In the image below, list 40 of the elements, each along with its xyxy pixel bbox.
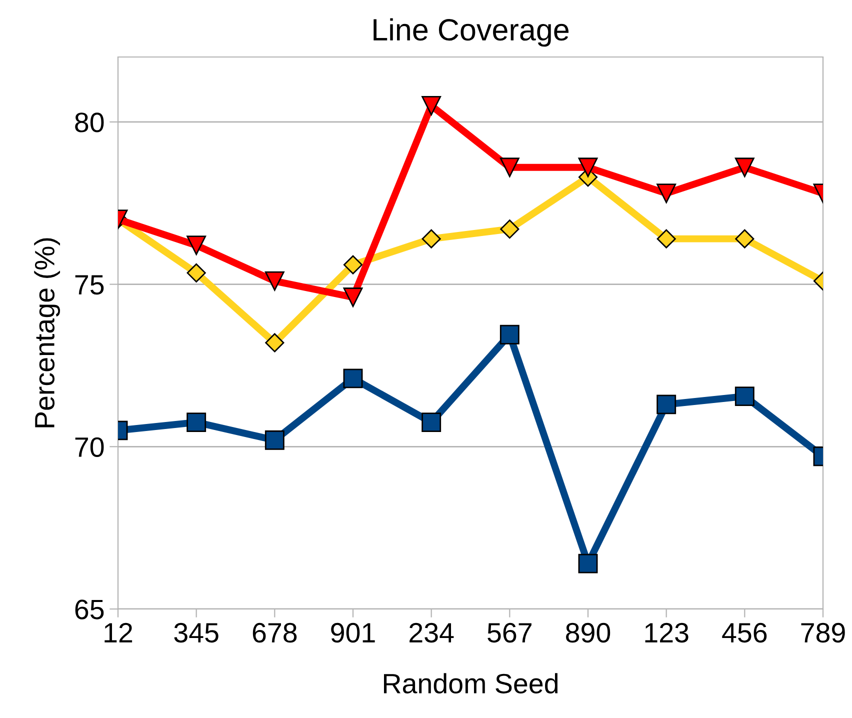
point	[422, 96, 442, 116]
x-tick-label: 456	[722, 622, 767, 643]
point	[578, 158, 598, 178]
y-tick-label: 80	[75, 112, 104, 132]
point	[656, 229, 676, 248]
x-tick-label: 901	[331, 622, 375, 643]
point	[656, 394, 676, 414]
point	[343, 368, 363, 388]
point	[500, 220, 520, 239]
point	[343, 255, 363, 274]
y-axis-title: Percentage (%)	[34, 238, 60, 428]
y-tick-label: 70	[75, 437, 104, 457]
point	[735, 229, 754, 248]
point	[422, 412, 442, 432]
y-tick-label: 65	[75, 600, 104, 620]
point	[500, 324, 520, 344]
point	[422, 229, 441, 248]
x-tick-label: 890	[566, 622, 610, 643]
x-tick-label: 12	[104, 622, 132, 642]
y-tick-label: 75	[75, 275, 104, 295]
point	[186, 412, 206, 432]
point	[656, 184, 676, 204]
x-tick-label: 789	[801, 622, 845, 643]
x-tick-label: 678	[252, 622, 297, 643]
point	[186, 236, 206, 256]
x-tick-label: 345	[174, 622, 218, 643]
point	[734, 386, 754, 406]
point	[500, 158, 520, 178]
point	[578, 554, 598, 574]
x-tick-label: 123	[645, 622, 688, 643]
x-tick-label: 567	[488, 622, 532, 643]
point	[264, 430, 284, 450]
chart-title: Line Coverage	[374, 18, 569, 47]
point	[186, 263, 206, 282]
point	[264, 271, 284, 291]
point	[734, 158, 754, 178]
x-axis-title: Random Seed	[384, 673, 558, 694]
x-tick-label: 234	[410, 622, 454, 643]
point	[343, 288, 363, 308]
point	[265, 333, 284, 352]
